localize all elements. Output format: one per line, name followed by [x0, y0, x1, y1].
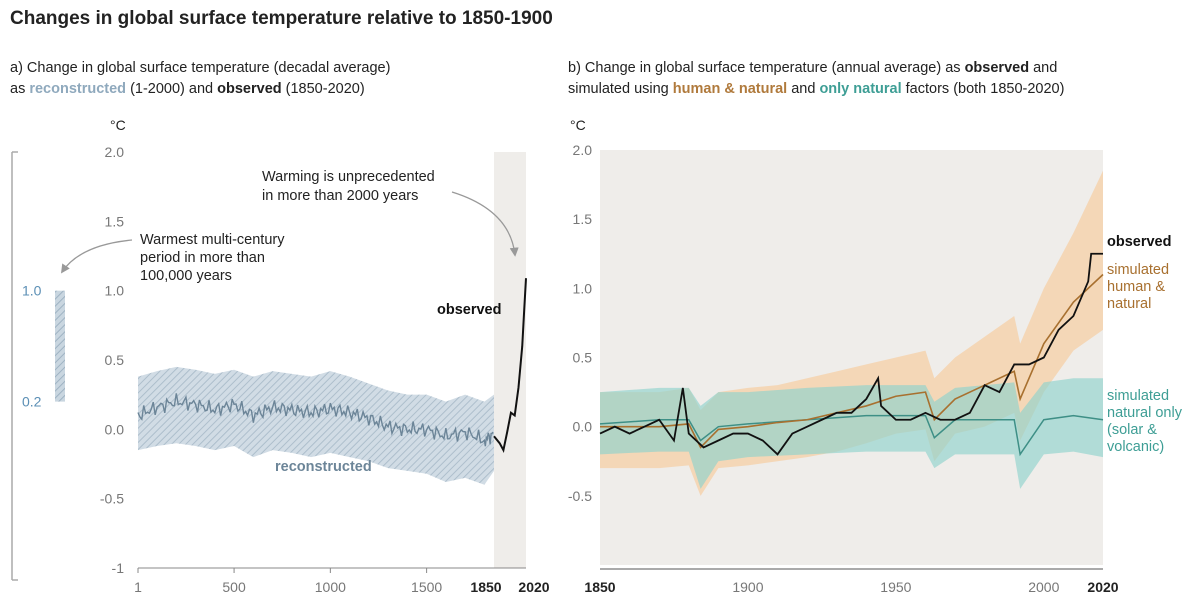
panel-b-subtitle-and: and: [1029, 60, 1058, 76]
panel-b-lines: [599, 252, 1104, 457]
panel-a-x-tick-label: 1: [134, 579, 142, 595]
warmest-bar-bottom-label: 0.2: [22, 394, 42, 410]
panel-a-unit: °C: [110, 117, 126, 133]
page-title: Changes in global surface temperature re…: [10, 8, 553, 29]
panel-a-x-tick-label-bold: 1850: [470, 579, 501, 595]
panel-b-y-tick-label: -0.5: [568, 488, 592, 504]
panel-b-x-tick-label: 2000: [1028, 579, 1059, 595]
panel-b-y-tick-label: 2.0: [573, 142, 593, 158]
warmest-period-bar: [55, 290, 65, 402]
panel-a-x-tick-label: 1000: [315, 579, 346, 595]
panel-a-subtitle-as: as: [10, 81, 30, 97]
panel-b-subtitle-observed: observed: [964, 60, 1030, 76]
panel-b-x-tick-label: 1900: [732, 579, 763, 595]
panel-b-x-axis: 1900 1950 2000 1850 2020: [584, 579, 1118, 595]
panel-a-observed-label: observed: [437, 302, 501, 318]
panel-b-hn-label-3: natural: [1107, 296, 1151, 312]
panel-a-y-tick-label: 0.5: [105, 352, 125, 368]
panel-b-subtitle-text: b) Change in global surface temperature …: [568, 60, 965, 76]
panel-a-x-tick-label: 500: [222, 579, 246, 595]
panel-a-y-tick-label: 1.5: [105, 213, 125, 229]
panel-b-nat-label-4: volcanic): [1107, 439, 1164, 455]
panel-a-observed-line: [493, 278, 527, 454]
panel-a-lines: [137, 278, 527, 454]
panel-a-subtitle-reconstructed: reconstructed: [29, 81, 127, 97]
panel-b-y-tick-label: 1.0: [573, 280, 593, 296]
panel-b-y-tick-label: 0.0: [573, 419, 593, 435]
panel-a-subtitle-end: (1850-2020): [281, 81, 365, 97]
annotation-unprecedented-line1: Warming is unprecedented: [262, 169, 435, 185]
panel-a-subtitle-observed: observed: [217, 81, 282, 97]
panel-b-nat-label-2: natural only: [1107, 405, 1183, 421]
panel-b-subtitle: b) Change in global surface temperature …: [568, 58, 1198, 100]
reconstructed-uncertainty-band: [138, 366, 494, 485]
panel-b-chart: 2.0 1.5 1.0 0.5 0.0 -0.5 1900 1950 2000 1850 2020…: [568, 117, 1183, 595]
reconstructed-line: [137, 393, 494, 447]
panel-b-x-tick-label-bold: 1850: [584, 579, 615, 595]
panel-b-subtitle-human-natural: human & natural: [672, 81, 788, 97]
panel-b-nat-label-3: (solar &: [1107, 422, 1157, 438]
panel-a-x-tick-label-bold: 2020: [518, 579, 549, 595]
annotation-warmest-line1: Warmest multi-century: [140, 232, 285, 248]
panel-a-chart: 2.01.51.00.50.0-0.5-1 1 500 1000 1500 1850 20…: [11, 117, 550, 595]
panel-a-y-tick-label: -1: [112, 560, 125, 576]
panel-a-y-tick-label: 2.0: [105, 144, 125, 160]
panel-b-observed-line: [599, 252, 1103, 456]
panel-b-x-tick-label-bold: 2020: [1087, 579, 1118, 595]
panel-b-subtitle-only-natural: only natural: [819, 81, 902, 97]
panel-a-y-axis: 2.0 1.5 1.0 0.5 0.0 -0.5 -1: [100, 144, 124, 576]
panel-a-subtitle-text: a) Change in global surface temperature …: [10, 60, 391, 76]
panel-b-unit: °C: [570, 117, 586, 133]
annotation-unprecedented-line2: in more than 2000 years: [262, 188, 418, 204]
panel-a-x-axis: 1 500 1000 1500 1850 2020: [134, 568, 550, 595]
panel-b-nat-label-1: simulated: [1107, 388, 1169, 404]
panel-b-bands: [600, 170, 1103, 496]
panel-b-subtitle-prefix2: simulated using: [568, 81, 673, 97]
arrow-warmest: [60, 239, 133, 274]
panel-b-y-tick-label: 1.5: [573, 211, 593, 227]
panel-a-reconstructed-label: reconstructed: [275, 459, 372, 475]
panel-b-hn-label-2: human &: [1107, 279, 1165, 295]
panel-a-subtitle: a) Change in global surface temperature …: [10, 58, 570, 100]
panel-b-y-tick-label: 0.5: [573, 350, 593, 366]
panel-b-x-tick-label: 1950: [880, 579, 911, 595]
panel-a-y-tick-label: 0.0: [105, 421, 125, 437]
arrow-unprecedented: [451, 191, 519, 257]
panel-b-subtitle-end2: factors (both 1850-2020): [901, 81, 1065, 97]
panel-a-y-tick-label: -0.5: [100, 491, 124, 507]
annotation-warmest-line2: period in more than: [140, 250, 265, 266]
panel-b-y-axis: 2.0 1.5 1.0 0.5 0.0 -0.5: [568, 142, 592, 504]
panel-a-x-tick-label: 1500: [411, 579, 442, 595]
warmest-bar-top-label: 1.0: [22, 283, 42, 299]
reconstructed-band: [138, 366, 494, 485]
panel-b-subtitle-mid2: and: [787, 81, 820, 97]
natural-only-band: [600, 378, 1103, 489]
natural-only-line: [599, 414, 1104, 457]
panel-b-hn-label-1: simulated: [1107, 262, 1169, 278]
annotation-warmest-line3: 100,000 years: [140, 268, 232, 284]
panel-a-y-tick-label: 1.0: [105, 283, 125, 299]
panel-a-subtitle-mid: (1-2000) and: [126, 81, 218, 97]
panel-b-observed-label: observed: [1107, 234, 1171, 250]
